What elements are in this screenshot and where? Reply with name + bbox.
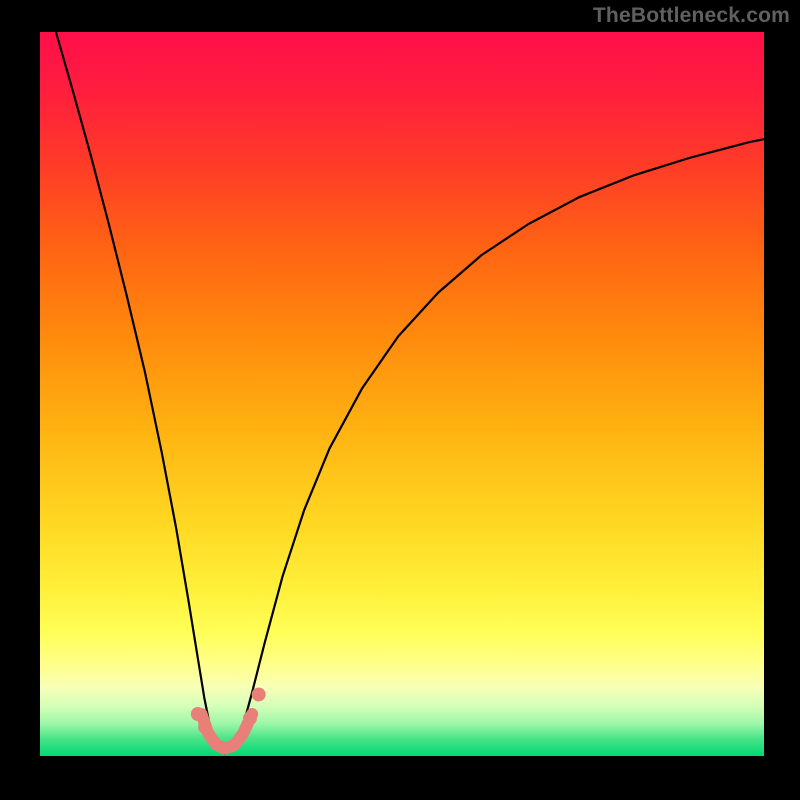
- plot-area: [40, 32, 764, 756]
- trough-marker: [243, 711, 257, 725]
- watermark-text: TheBottleneck.com: [593, 4, 790, 28]
- trough-marker: [252, 687, 266, 701]
- trough-marker: [191, 707, 205, 721]
- trough-marker: [198, 720, 212, 734]
- chart-frame: TheBottleneck.com: [0, 0, 800, 800]
- bottleneck-curve-chart: [40, 32, 764, 756]
